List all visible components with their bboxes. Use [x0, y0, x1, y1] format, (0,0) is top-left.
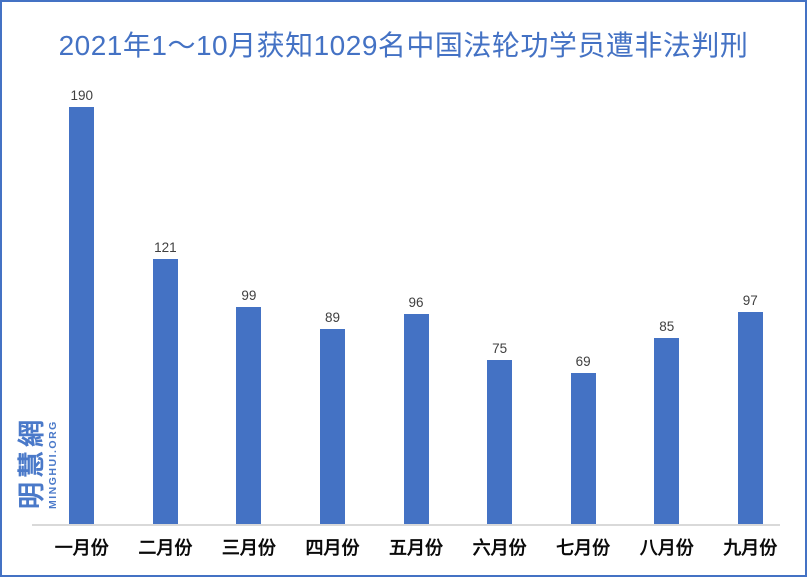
- bar-value-label: 121: [154, 239, 177, 255]
- bar-value-label: 190: [70, 87, 94, 103]
- bar-value-label: 97: [742, 292, 758, 308]
- bar: [236, 307, 262, 525]
- x-axis-category-label: 九月份: [723, 538, 778, 558]
- x-axis-category-label: 七月份: [556, 538, 611, 558]
- bar-column: 89: [291, 87, 375, 525]
- x-axis-category-label: 六月份: [472, 538, 527, 558]
- chart-title: 2021年1～10月获知1029名中国法轮功学员遭非法判刑: [58, 30, 749, 61]
- bar-column: 97: [709, 87, 793, 525]
- x-axis-category-label: 八月份: [639, 538, 694, 558]
- bar: [737, 312, 763, 525]
- bar: [654, 338, 680, 525]
- bar: [487, 360, 513, 525]
- watermark-latin-text: MINGHUI.ORG: [47, 420, 60, 509]
- bar-column: 69: [541, 87, 625, 525]
- bar-column: 99: [207, 87, 291, 525]
- minghui-watermark: 明慧網 MINGHUI.ORG: [17, 416, 60, 509]
- x-axis-category-label: 五月份: [389, 538, 444, 558]
- bar: [570, 373, 596, 525]
- watermark-chinese-text: 明慧網: [17, 416, 47, 509]
- bar-value-label: 69: [575, 353, 591, 369]
- bar: [403, 314, 429, 525]
- bar: [319, 329, 345, 525]
- x-axis-category-label: 三月份: [221, 538, 276, 558]
- bar: [69, 107, 95, 525]
- x-axis-category-label: 一月份: [54, 538, 109, 558]
- bar-column: 121: [124, 87, 208, 525]
- bar-value-label: 99: [241, 287, 257, 303]
- x-axis-line: [32, 524, 780, 526]
- x-axis-category-label: 二月份: [138, 538, 193, 558]
- bar-value-label: 75: [492, 340, 508, 356]
- x-axis-labels: 一月份 二月份 三月份 四月份 五月份 六月份 七月份 八月份 九月份: [40, 534, 792, 560]
- bar-column: 190: [40, 87, 124, 525]
- x-axis-category-label: 四月份: [305, 538, 360, 558]
- bar-value-label: 96: [408, 294, 424, 310]
- bar-column: 85: [625, 87, 709, 525]
- plot-area: 190 121 99 89 96 75 69 85 97: [40, 87, 792, 525]
- bar-value-label: 89: [324, 309, 340, 325]
- bar-column: 75: [458, 87, 542, 525]
- bar-value-label: 85: [659, 318, 675, 334]
- bar-column: 96: [374, 87, 458, 525]
- bar: [152, 259, 178, 525]
